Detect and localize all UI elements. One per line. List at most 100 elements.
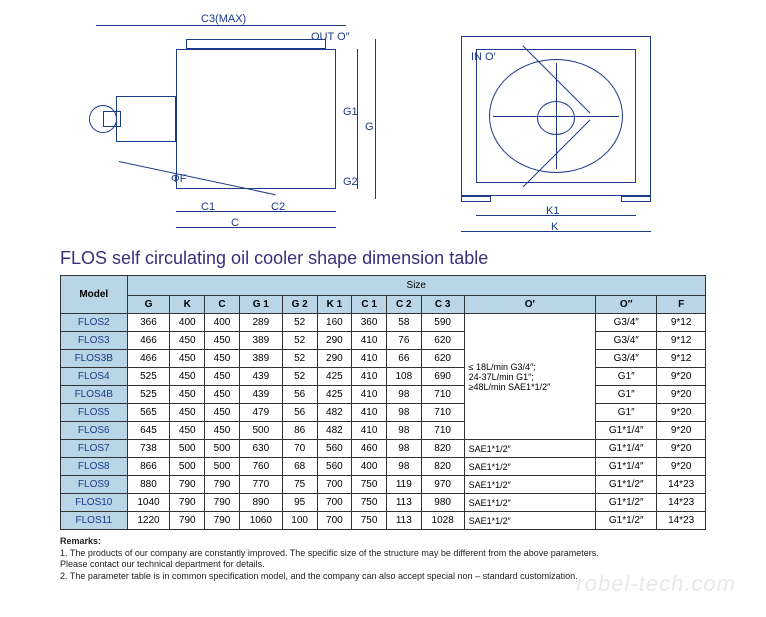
cell: 790 [170, 476, 205, 494]
col-header: O′ [464, 296, 596, 314]
cell: 750 [352, 476, 387, 494]
label-c3max: C3(MAX) [201, 13, 246, 25]
cell: 56 [282, 404, 317, 422]
cell: 880 [127, 476, 170, 494]
cell: 14*23 [657, 494, 706, 512]
cell: G3/4″ [596, 332, 657, 350]
remarks-line2: 2. The parameter table is in common spec… [60, 571, 706, 583]
cell: 389 [239, 332, 282, 350]
cell: G3/4″ [596, 350, 657, 368]
cell: G1*1/2″ [596, 476, 657, 494]
cell-oprime: SAE1*1/2″ [464, 476, 596, 494]
cell: 98 [386, 458, 421, 476]
cell: 52 [282, 314, 317, 332]
label-out-o: OUT O″ [311, 31, 350, 43]
cell: 738 [127, 440, 170, 458]
cell: 290 [317, 350, 352, 368]
remarks-line1b: Please contact our technical department … [60, 559, 706, 571]
table-row: FLOS77385005006307056046098820SAE1*1/2″G… [61, 440, 706, 458]
size-header: Size [127, 276, 705, 296]
cell-oprime: SAE1*1/2″ [464, 494, 596, 512]
table-title: FLOS self circulating oil cooler shape d… [0, 240, 766, 275]
diagram-side-view: C3(MAX) OUT O″ ΦF C1 C2 C G1 G2 G [80, 10, 380, 230]
cell: 400 [352, 458, 387, 476]
cell: 466 [127, 332, 170, 350]
cell: G1*1/4″ [596, 458, 657, 476]
cell: 482 [317, 422, 352, 440]
cell: 1028 [421, 512, 464, 530]
cell-model: FLOS4B [61, 386, 128, 404]
cell-oprime-merged: ≤ 18L/min G3/4″; 24-37L/min G1″; ≥48L/mi… [464, 314, 596, 440]
cell: 86 [282, 422, 317, 440]
label-g1: G1 [343, 106, 358, 118]
table-row: FLOS4B5254504504395642541098710G1″9*20 [61, 386, 706, 404]
cell-model: FLOS3 [61, 332, 128, 350]
cell: 500 [170, 440, 205, 458]
cell: 450 [205, 332, 240, 350]
col-header: C [205, 296, 240, 314]
cell: 770 [239, 476, 282, 494]
cell: G1*1/4″ [596, 422, 657, 440]
cell: 95 [282, 494, 317, 512]
cell-model: FLOS6 [61, 422, 128, 440]
cell: 525 [127, 386, 170, 404]
cell: 425 [317, 368, 352, 386]
cell: 360 [352, 314, 387, 332]
label-g2: G2 [343, 176, 358, 188]
cell: 820 [421, 458, 464, 476]
cell: 410 [352, 332, 387, 350]
table-row: FLOS55654504504795648241098710G1″9*20 [61, 404, 706, 422]
cell: 790 [205, 494, 240, 512]
cell-model: FLOS5 [61, 404, 128, 422]
remarks-line1: 1. The products of our company are const… [60, 548, 706, 560]
cell: 14*23 [657, 476, 706, 494]
table-row: FLOS23664004002895216036058590≤ 18L/min … [61, 314, 706, 332]
cell: 482 [317, 404, 352, 422]
cell: 450 [205, 386, 240, 404]
cell: 14*23 [657, 512, 706, 530]
cell: 119 [386, 476, 421, 494]
cell-oprime: SAE1*1/2″ [464, 512, 596, 530]
cell: 9*12 [657, 332, 706, 350]
cell: 160 [317, 314, 352, 332]
cell: 790 [170, 494, 205, 512]
cell: G1″ [596, 386, 657, 404]
table-row: FLOS11122079079010601007007501131028SAE1… [61, 512, 706, 530]
label-g: G [365, 121, 374, 133]
cell: 76 [386, 332, 421, 350]
cell: G1*1/2″ [596, 494, 657, 512]
table-row: FLOS66454504505008648241098710G1*1/4″9*2… [61, 422, 706, 440]
cell: 500 [239, 422, 282, 440]
table-row: FLOS88665005007606856040098820SAE1*1/2″G… [61, 458, 706, 476]
cell-model: FLOS4 [61, 368, 128, 386]
cell: 645 [127, 422, 170, 440]
cell: 620 [421, 332, 464, 350]
cell: 70 [282, 440, 317, 458]
cell: 750 [352, 512, 387, 530]
dimension-table-wrap: Model Size GKCG 1G 2K 1C 1C 2C 3O′O″F FL… [0, 275, 766, 530]
cell: 450 [205, 404, 240, 422]
col-header: C 1 [352, 296, 387, 314]
cell: 100 [282, 512, 317, 530]
cell: 9*20 [657, 458, 706, 476]
cell: 389 [239, 350, 282, 368]
cell: 410 [352, 386, 387, 404]
cell: 460 [352, 440, 387, 458]
cell: 700 [317, 512, 352, 530]
table-row: FLOS452545045043952425410108690G1″9*20 [61, 368, 706, 386]
cell: 56 [282, 386, 317, 404]
cell: 500 [205, 458, 240, 476]
cell: 290 [317, 332, 352, 350]
cell-model: FLOS3B [61, 350, 128, 368]
cell: 289 [239, 314, 282, 332]
cell-oprime: SAE1*1/2″ [464, 440, 596, 458]
cell: G1″ [596, 404, 657, 422]
col-header: C 3 [421, 296, 464, 314]
label-phi-f: ΦF [171, 173, 187, 185]
table-row: FLOS3B4664504503895229041066620G3/4″9*12 [61, 350, 706, 368]
cell: 410 [352, 404, 387, 422]
cell-model: FLOS8 [61, 458, 128, 476]
cell: 690 [421, 368, 464, 386]
cell-model: FLOS9 [61, 476, 128, 494]
cell: 1060 [239, 512, 282, 530]
